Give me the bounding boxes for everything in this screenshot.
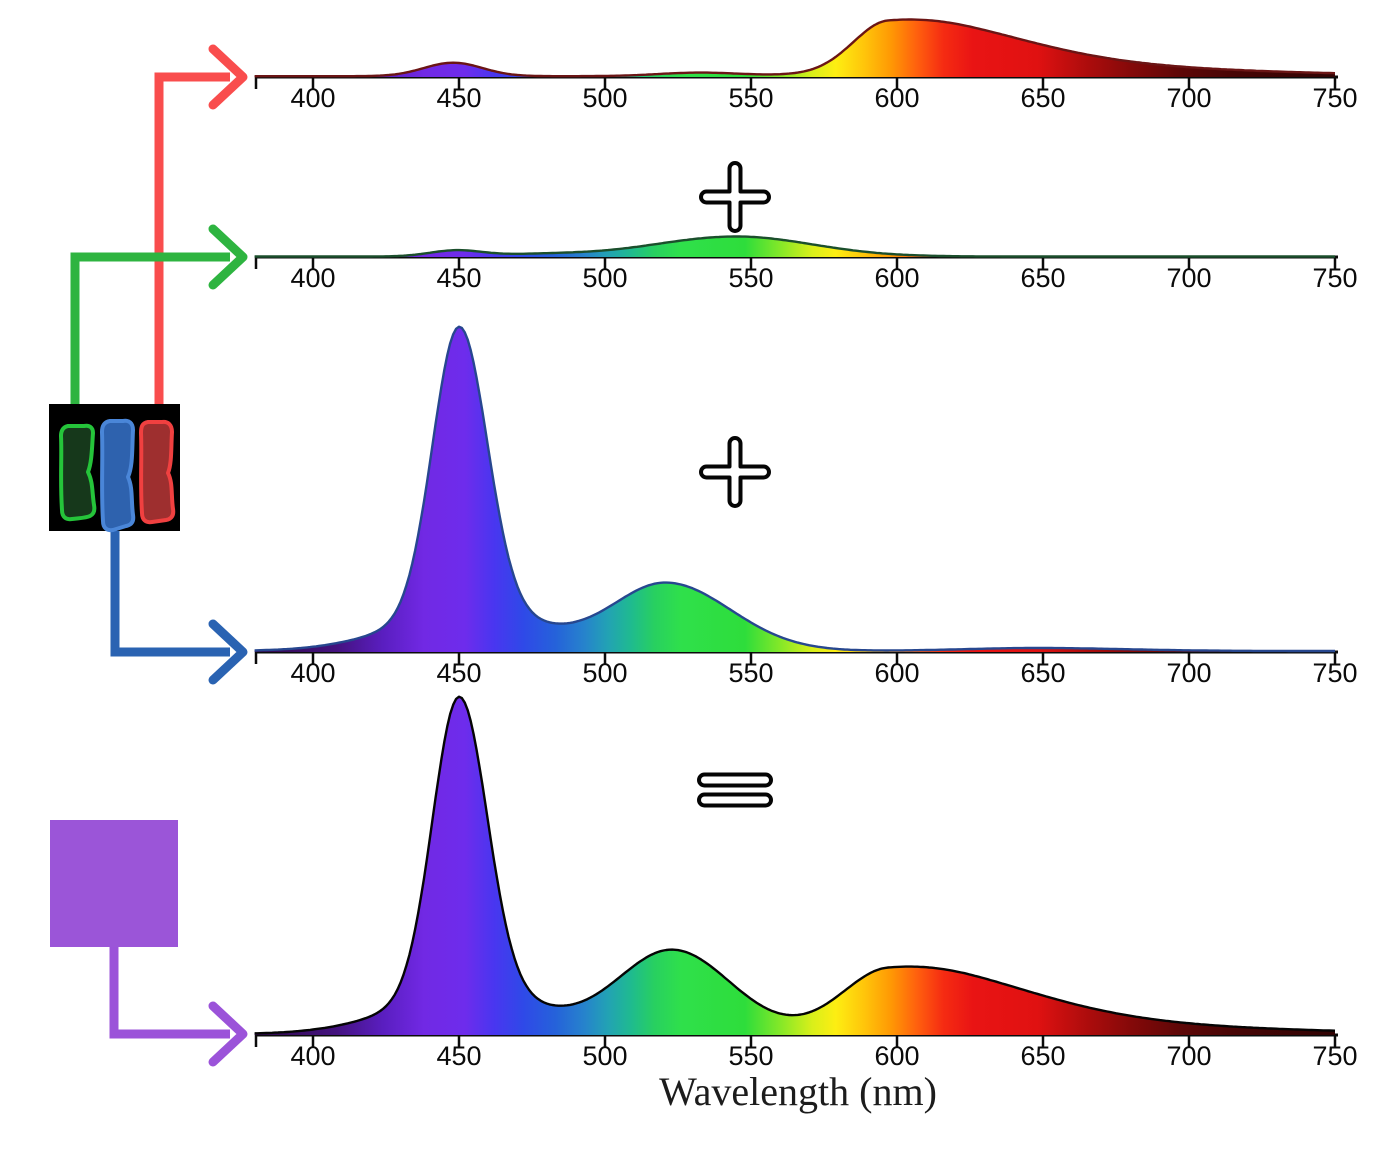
tick-label-550: 550 xyxy=(728,263,773,293)
tick-label-600: 600 xyxy=(874,263,919,293)
tick-label-550: 550 xyxy=(728,658,773,688)
spectrum-outline xyxy=(254,18,1336,78)
tick-label-650: 650 xyxy=(1020,1041,1065,1071)
spectrum-fill xyxy=(254,19,1336,77)
plus-operator-2-icon xyxy=(699,436,771,508)
led-chip-photo xyxy=(49,404,180,533)
spectrum-outline xyxy=(254,235,1335,258)
tick-label-450: 450 xyxy=(436,83,481,113)
arrows-layer xyxy=(70,44,248,1067)
blue-arrow xyxy=(110,530,248,685)
tick-label-400: 400 xyxy=(290,83,335,113)
tick-label-450: 450 xyxy=(436,1041,481,1071)
images-layer xyxy=(49,404,180,947)
blue-channel-spectrum xyxy=(254,325,1336,653)
mixed-light-swatch xyxy=(50,820,178,947)
x-axis-row-3: 400 450 500 550 600 650 700 750 xyxy=(254,650,1358,688)
tick-label-550: 550 xyxy=(728,83,773,113)
x-axis-row-4: 400 450 500 550 600 650 700 750 xyxy=(254,1033,1358,1071)
combined-white-spectrum xyxy=(254,695,1336,1035)
tick-label-650: 650 xyxy=(1020,263,1065,293)
equals-bar-1 xyxy=(697,772,773,788)
equals-bar-2 xyxy=(697,792,773,808)
blue-die xyxy=(100,418,136,533)
spectrum-fill xyxy=(254,696,1336,1035)
purple-arrow-shaft xyxy=(109,946,230,1039)
red-channel-spectrum xyxy=(254,18,1336,78)
green-die xyxy=(59,423,97,522)
tick-label-750: 750 xyxy=(1312,658,1357,688)
red-arrow xyxy=(154,44,248,404)
spectra-curves-layer xyxy=(254,18,1336,1035)
tick-label-700: 700 xyxy=(1166,263,1211,293)
spectrum-fill xyxy=(254,236,1336,257)
tick-label-750: 750 xyxy=(1312,83,1357,113)
plus-icon xyxy=(699,436,771,508)
plus-icon xyxy=(699,161,771,233)
tick-label-450: 450 xyxy=(436,263,481,293)
tick-label-700: 700 xyxy=(1166,83,1211,113)
x-axis-title: Wavelength (nm) xyxy=(659,1069,937,1114)
green-channel-spectrum xyxy=(254,235,1336,258)
equals-operator-icon xyxy=(697,772,773,808)
green-arrow xyxy=(70,224,248,404)
tick-label-500: 500 xyxy=(582,83,627,113)
spectrum-outline xyxy=(254,325,1335,653)
tick-label-650: 650 xyxy=(1020,83,1065,113)
tick-label-700: 700 xyxy=(1166,1041,1211,1071)
tick-label-600: 600 xyxy=(874,1041,919,1071)
purple-arrow-head xyxy=(208,1001,248,1067)
tick-label-650: 650 xyxy=(1020,658,1065,688)
x-axis-row-2: 400 450 500 550 600 650 700 750 xyxy=(254,255,1358,293)
tick-label-550: 550 xyxy=(728,1041,773,1071)
tick-label-500: 500 xyxy=(582,1041,627,1071)
tick-label-400: 400 xyxy=(290,263,335,293)
tick-label-600: 600 xyxy=(874,658,919,688)
red-die xyxy=(139,419,176,525)
tick-label-450: 450 xyxy=(436,658,481,688)
tick-label-500: 500 xyxy=(582,263,627,293)
tick-label-750: 750 xyxy=(1312,1041,1357,1071)
tick-label-500: 500 xyxy=(582,658,627,688)
spectrum-outline xyxy=(254,695,1336,1035)
green-arrow-head xyxy=(208,224,248,290)
tick-label-700: 700 xyxy=(1166,658,1211,688)
purple-arrow xyxy=(109,946,248,1067)
tick-label-750: 750 xyxy=(1312,263,1357,293)
red-arrow-head xyxy=(208,44,248,110)
tick-label-600: 600 xyxy=(874,83,919,113)
x-axis-row-1: 400 450 500 550 600 650 700 750 xyxy=(254,75,1358,113)
green-arrow-shaft xyxy=(70,252,230,404)
tick-label-400: 400 xyxy=(290,658,335,688)
tick-label-400: 400 xyxy=(290,1041,335,1071)
spectrum-fill xyxy=(254,326,1336,652)
red-arrow-shaft xyxy=(154,72,230,404)
blue-arrow-head xyxy=(208,619,248,685)
blue-arrow-shaft xyxy=(110,530,230,657)
operators-layer xyxy=(697,161,773,808)
plus-operator-1-icon xyxy=(699,161,771,233)
